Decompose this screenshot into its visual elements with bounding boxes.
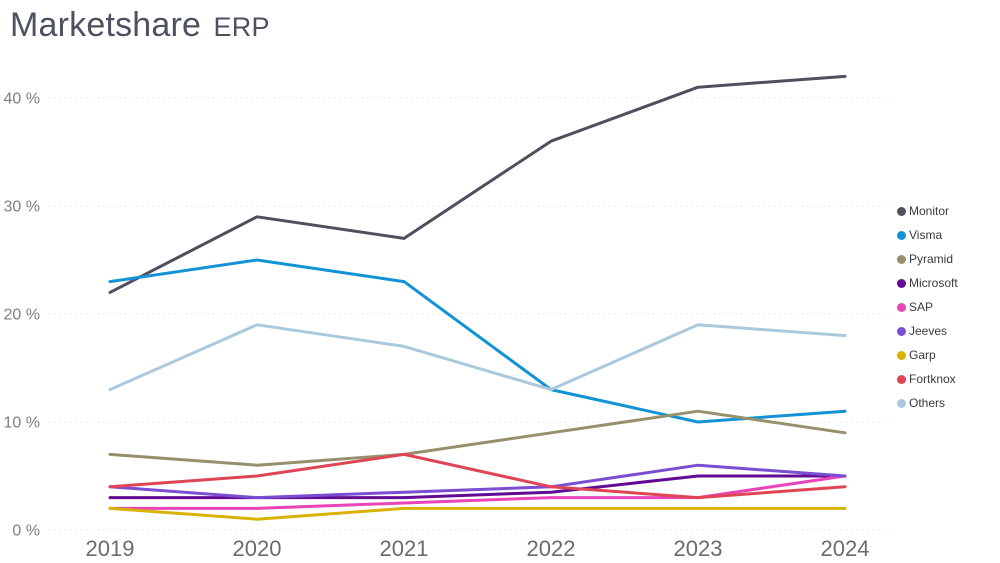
legend-item-pyramid[interactable]: Pyramid — [897, 247, 958, 271]
legend-label: Jeeves — [909, 324, 948, 338]
legend-item-others[interactable]: Others — [897, 391, 958, 415]
series-line-visma[interactable] — [108, 258, 847, 424]
legend-item-sap[interactable]: SAP — [897, 295, 958, 319]
legend-item-garp[interactable]: Garp — [897, 343, 958, 367]
legend-item-visma[interactable]: Visma — [897, 223, 958, 247]
legend-swatch-icon — [897, 230, 906, 240]
y-axis-tick-label: 10 % — [4, 415, 40, 432]
chart-title: Marketshare ERP — [10, 6, 270, 45]
series-line-jeeves[interactable] — [108, 463, 847, 500]
y-axis-tick-label: 30 % — [4, 199, 40, 216]
chart-legend: Monitor Visma Pyramid Microsoft SAP Jeeves Gar… — [897, 199, 958, 415]
legend-label: Visma — [909, 228, 943, 242]
legend-swatch-icon — [897, 326, 906, 336]
series-line-others[interactable] — [108, 323, 847, 392]
legend-label: Monitor — [909, 204, 950, 218]
y-axis-tick-label: 40 % — [4, 91, 40, 108]
legend-label: Fortknox — [909, 372, 956, 386]
y-axis-tick-label: 20 % — [4, 307, 40, 324]
series-line-fortknox[interactable] — [108, 452, 847, 500]
series-line-garp[interactable] — [108, 506, 847, 521]
legend-item-monitor[interactable]: Monitor — [897, 199, 958, 223]
legend-swatch-icon — [897, 254, 906, 264]
legend-swatch-icon — [897, 278, 906, 288]
chart-title-suffix: ERP — [213, 12, 270, 42]
legend-swatch-icon — [897, 302, 906, 312]
x-axis-tick-label: 2022 — [527, 536, 576, 561]
legend-label: Pyramid — [909, 252, 954, 266]
legend-swatch-icon — [897, 374, 906, 384]
x-axis-tick-label: 2024 — [821, 536, 870, 561]
legend-swatch-icon — [897, 398, 906, 408]
series-line-pyramid[interactable] — [108, 409, 847, 467]
legend-item-fortknox[interactable]: Fortknox — [897, 367, 958, 391]
legend-item-microsoft[interactable]: Microsoft — [897, 271, 958, 295]
legend-swatch-icon — [897, 350, 906, 360]
x-axis-tick-label: 2019 — [86, 536, 135, 561]
x-axis-tick-label: 2020 — [233, 536, 282, 561]
series-line-monitor[interactable] — [108, 74, 847, 294]
chart-title-main: Marketshare — [10, 6, 202, 44]
legend-label: Microsoft — [909, 276, 958, 290]
legend-label: SAP — [909, 300, 934, 314]
x-axis-tick-label: 2021 — [380, 536, 429, 561]
x-axis-tick-label: 2023 — [674, 536, 723, 561]
legend-item-jeeves[interactable]: Jeeves — [897, 319, 958, 343]
legend-swatch-icon — [897, 206, 906, 216]
legend-label: Garp — [909, 348, 936, 362]
legend-label: Others — [909, 396, 946, 410]
y-axis-tick-label: 0 % — [12, 523, 40, 540]
series-line-sap[interactable] — [108, 474, 847, 510]
series-line-microsoft[interactable] — [108, 474, 847, 500]
